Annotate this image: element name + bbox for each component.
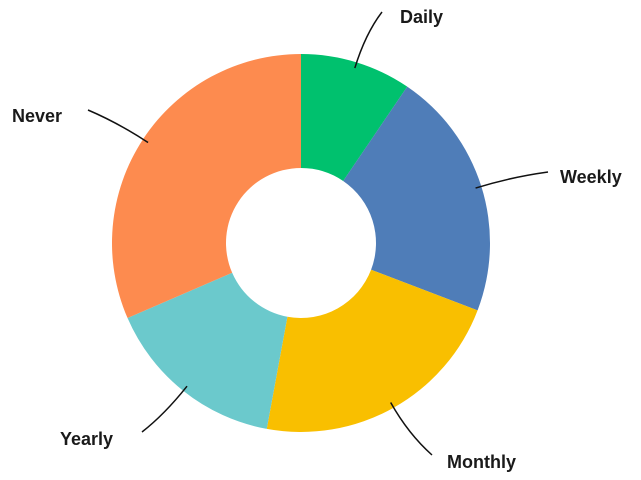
- slice-label: Daily: [400, 7, 443, 27]
- donut-slice: [301, 54, 408, 181]
- donut-slice: [343, 86, 491, 311]
- donut-slice: [127, 272, 288, 429]
- slice-label: Monthly: [447, 452, 516, 472]
- leader-line: [475, 171, 549, 189]
- slice-label: Yearly: [60, 429, 113, 449]
- leader-line: [390, 402, 433, 456]
- leader-line: [354, 11, 383, 69]
- slice-label: Weekly: [560, 167, 622, 187]
- donut-slice: [112, 54, 302, 319]
- donut-slice: [266, 269, 478, 433]
- leader-line: [141, 385, 188, 433]
- slice-label: Never: [12, 106, 62, 126]
- leader-line: [87, 109, 149, 144]
